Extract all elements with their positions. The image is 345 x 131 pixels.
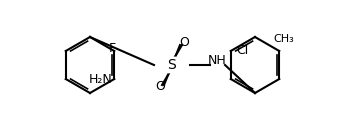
Text: H₂N: H₂N: [88, 72, 112, 86]
Text: O: O: [179, 37, 189, 50]
Text: F: F: [109, 42, 116, 56]
Text: Cl: Cl: [237, 45, 249, 58]
Text: CH₃: CH₃: [274, 34, 295, 44]
Text: S: S: [168, 58, 176, 72]
Text: O: O: [155, 81, 165, 94]
Text: NH: NH: [208, 53, 226, 67]
